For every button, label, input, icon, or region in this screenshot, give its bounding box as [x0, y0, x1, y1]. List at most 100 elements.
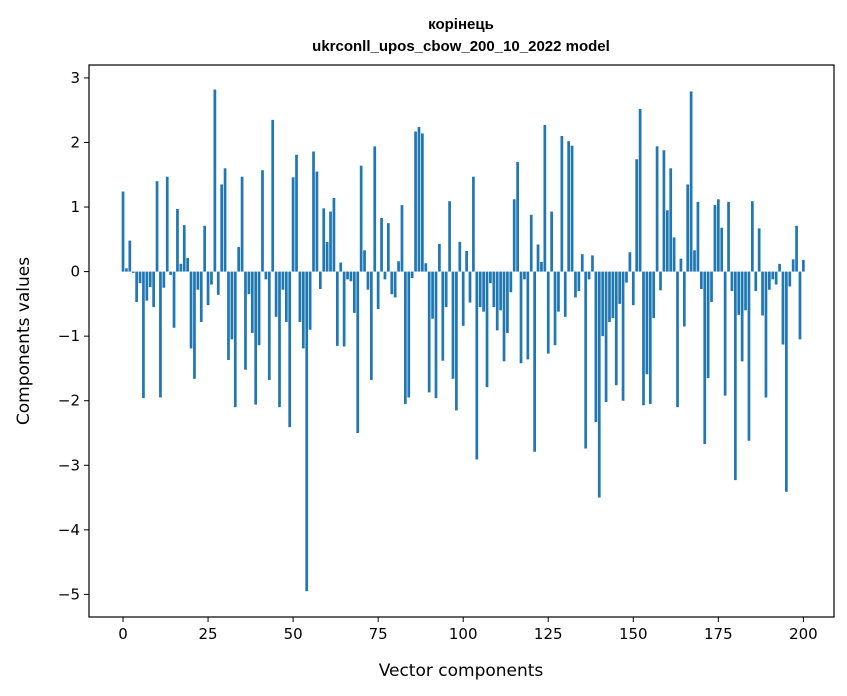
bar: [288, 271, 292, 428]
bar: [716, 199, 720, 272]
bar: [601, 271, 605, 337]
y-tick-label: 1: [70, 198, 80, 216]
bar: [778, 263, 781, 272]
bar: [563, 271, 567, 317]
bar: [247, 271, 251, 295]
bar: [148, 271, 152, 288]
bar: [138, 271, 142, 284]
bar: [444, 271, 448, 308]
bar: [199, 271, 203, 322]
bar: [642, 271, 645, 406]
bar: [455, 271, 458, 411]
bar: [594, 271, 598, 423]
y-tick-label: 0: [70, 263, 80, 281]
bar: [720, 227, 724, 272]
bar: [451, 271, 455, 379]
bar: [795, 225, 798, 272]
bar: [441, 271, 445, 361]
bar: [155, 181, 159, 272]
bar: [421, 133, 424, 272]
x-tick-label: 0: [118, 625, 128, 643]
bar: [152, 271, 155, 308]
bar: [580, 254, 584, 272]
x-tick-label: 100: [449, 625, 478, 643]
chart-subtitle: ukrconll_upos_cbow_200_10_2022 model: [312, 38, 610, 55]
bar: [213, 89, 217, 272]
y-tick-label: −3: [58, 456, 80, 474]
bar: [737, 271, 741, 315]
bar: [771, 271, 775, 280]
bar: [625, 271, 628, 283]
bar: [553, 271, 557, 346]
bar: [499, 271, 502, 311]
bar: [220, 184, 224, 272]
bar: [699, 271, 703, 290]
bar: [710, 271, 713, 302]
bar: [604, 271, 608, 403]
bar: [291, 177, 295, 272]
bar: [584, 271, 588, 449]
bar: [682, 271, 686, 327]
bar: [519, 271, 523, 364]
bar: [393, 271, 397, 298]
bar: [125, 268, 128, 272]
bar: [461, 271, 465, 326]
bar: [261, 170, 264, 272]
bar: [414, 131, 417, 272]
bar: [407, 271, 411, 398]
plot-frame: [88, 64, 835, 618]
bar: [533, 271, 536, 452]
bar: [223, 168, 227, 272]
bar: [529, 214, 533, 272]
bar: [227, 271, 230, 361]
bar: [489, 271, 492, 284]
bar: [492, 271, 496, 308]
bar: [659, 271, 662, 291]
bar: [427, 271, 431, 393]
bar: [332, 198, 336, 272]
bar: [308, 271, 312, 330]
y-tick-label: −5: [58, 585, 80, 603]
bar: [179, 263, 183, 272]
bar: [244, 271, 247, 370]
y-tick-label: 2: [70, 133, 80, 151]
x-tick-label: 125: [534, 625, 563, 643]
bar: [193, 271, 196, 379]
x-axis-label: Vector components: [379, 661, 544, 681]
bar: [322, 208, 326, 272]
bar: [536, 244, 540, 272]
bar: [325, 241, 329, 272]
bar: [540, 261, 543, 272]
bar: [621, 271, 625, 401]
bar: [597, 271, 601, 498]
bar: [645, 271, 649, 375]
bar: [145, 271, 149, 301]
bar: [305, 271, 309, 592]
bar: [301, 271, 305, 349]
bar: [781, 271, 785, 345]
y-tick-label: −2: [58, 392, 80, 410]
y-tick-label: −4: [58, 521, 80, 539]
bar: [206, 271, 210, 306]
bar: [298, 271, 302, 322]
bar: [410, 271, 414, 279]
bar: [356, 271, 360, 433]
bar: [485, 271, 489, 388]
bar: [230, 271, 234, 340]
bar: [390, 271, 394, 295]
bar: [478, 271, 482, 308]
bar: [196, 271, 200, 290]
y-tick-label: 3: [70, 69, 80, 87]
bar: [557, 271, 560, 312]
bar: [142, 271, 145, 399]
bar: [159, 271, 162, 398]
bar: [744, 271, 747, 311]
bar: [686, 184, 690, 272]
bar: [329, 211, 332, 272]
bar: [482, 271, 485, 312]
bar: [785, 271, 788, 492]
y-axis-ticks: −5 −4 −3 −2 −1 0 1 2 3: [58, 69, 89, 603]
bar: [373, 146, 377, 272]
bar: [628, 252, 632, 272]
bar: [383, 271, 387, 280]
